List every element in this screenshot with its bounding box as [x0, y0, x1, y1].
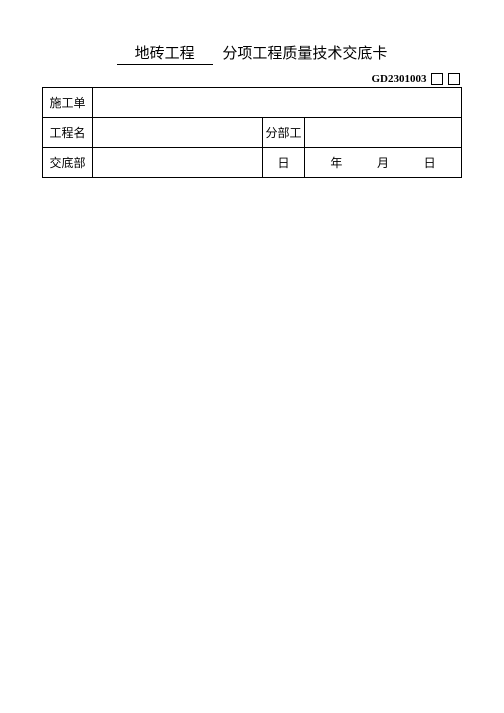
title-suffix: 分项工程质量技术交底卡 — [216, 46, 387, 62]
label-subproject: 分部工 — [263, 118, 305, 148]
label-date: 日 — [263, 148, 305, 178]
date-year-label: 年 — [330, 154, 342, 171]
date-month-label: 月 — [377, 154, 389, 171]
document-page: 地砖工程 分项工程质量技术交底卡 GD2301003 施工单 工程名 分部工 交… — [0, 0, 504, 713]
code-box-2 — [448, 73, 460, 85]
value-project-name — [93, 118, 263, 148]
date-day-label: 日 — [424, 154, 436, 171]
document-code-line: GD2301003 — [42, 73, 462, 85]
document-code: GD2301003 — [372, 73, 427, 85]
table-row: 工程名 分部工 — [43, 118, 462, 148]
value-construction-unit — [93, 88, 462, 118]
label-disclosure-dept: 交底部 — [43, 148, 93, 178]
value-date: 年 月 日 — [305, 148, 462, 178]
table-row: 交底部 日 年 月 日 — [43, 148, 462, 178]
value-subproject — [305, 118, 462, 148]
table-row: 施工单 — [43, 88, 462, 118]
form-table: 施工单 工程名 分部工 交底部 日 年 月 日 — [42, 87, 462, 178]
document-title: 地砖工程 分项工程质量技术交底卡 — [42, 42, 462, 65]
value-disclosure-dept — [93, 148, 263, 178]
code-box-1 — [431, 73, 443, 85]
label-construction-unit: 施工单 — [43, 88, 93, 118]
label-project-name: 工程名 — [43, 118, 93, 148]
title-project: 地砖工程 — [117, 42, 213, 65]
